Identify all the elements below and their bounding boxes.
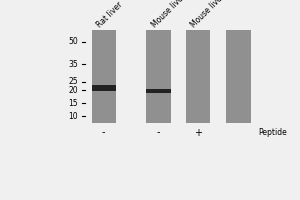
Bar (186, 30, 210, 123)
Bar (92, 85, 116, 91)
Bar (146, 89, 171, 93)
Bar (146, 30, 171, 123)
Text: -: - (102, 128, 106, 138)
Text: 15: 15 (69, 99, 78, 108)
Text: 25: 25 (69, 77, 78, 86)
Bar (92, 30, 116, 123)
Text: 35: 35 (68, 60, 78, 69)
Text: Peptide: Peptide (258, 128, 286, 137)
Text: Mouse liver: Mouse liver (189, 0, 227, 29)
Bar (226, 30, 251, 123)
Text: Rat liver: Rat liver (95, 0, 124, 29)
Text: 20: 20 (69, 86, 78, 95)
Text: 10: 10 (69, 112, 78, 121)
Text: +: + (194, 128, 202, 138)
Text: 50: 50 (68, 37, 78, 46)
Text: Mouse liver: Mouse liver (150, 0, 187, 29)
Text: -: - (157, 128, 160, 138)
